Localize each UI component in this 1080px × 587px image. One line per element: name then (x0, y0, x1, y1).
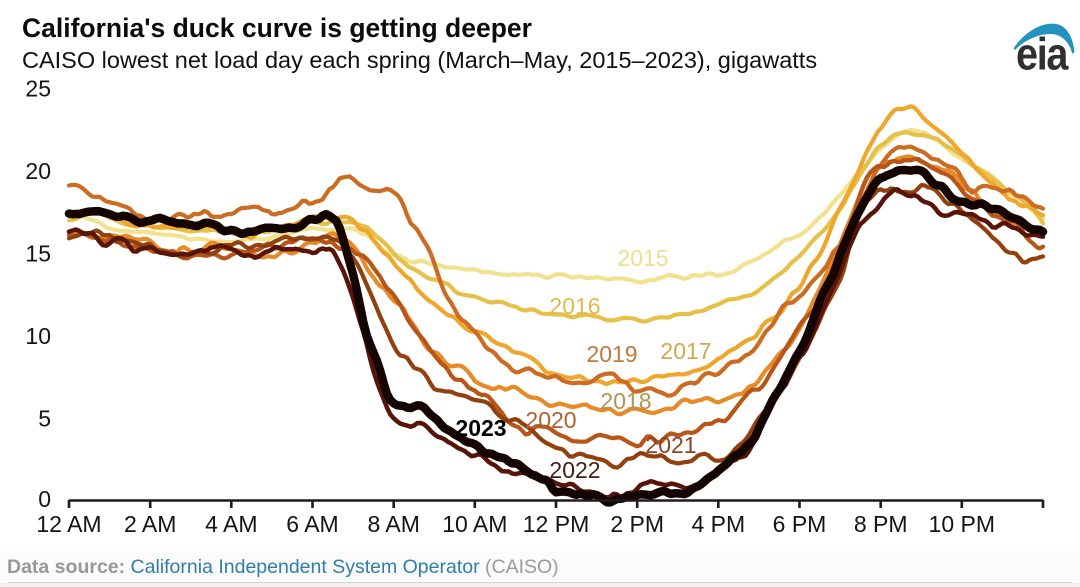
svg-text:10: 10 (25, 323, 51, 349)
svg-text:8 PM: 8 PM (854, 511, 908, 537)
svg-text:8 AM: 8 AM (367, 511, 419, 537)
svg-text:2017: 2017 (660, 338, 711, 364)
svg-text:12 PM: 12 PM (523, 511, 589, 537)
svg-text:0: 0 (38, 486, 51, 512)
svg-text:2023: 2023 (455, 415, 506, 441)
svg-text:25: 25 (25, 75, 51, 101)
svg-text:5: 5 (38, 405, 51, 431)
svg-text:15: 15 (25, 240, 51, 266)
svg-text:2018: 2018 (600, 388, 651, 414)
svg-text:2016: 2016 (549, 293, 600, 319)
svg-text:10 PM: 10 PM (929, 511, 995, 537)
svg-text:2 PM: 2 PM (610, 511, 664, 537)
svg-text:2022: 2022 (549, 457, 600, 483)
svg-text:2 AM: 2 AM (124, 511, 176, 537)
svg-text:eia: eia (1016, 29, 1069, 79)
svg-text:6 PM: 6 PM (773, 511, 827, 537)
svg-text:12 AM: 12 AM (36, 511, 101, 537)
svg-text:2021: 2021 (645, 432, 696, 458)
svg-text:4 AM: 4 AM (205, 511, 257, 537)
svg-text:2019: 2019 (586, 341, 637, 367)
svg-text:2020: 2020 (525, 407, 576, 433)
svg-text:6 AM: 6 AM (286, 511, 338, 537)
svg-text:20: 20 (25, 158, 51, 184)
svg-text:10 AM: 10 AM (442, 511, 507, 537)
svg-text:4 PM: 4 PM (691, 511, 745, 537)
svg-text:2015: 2015 (617, 245, 668, 271)
